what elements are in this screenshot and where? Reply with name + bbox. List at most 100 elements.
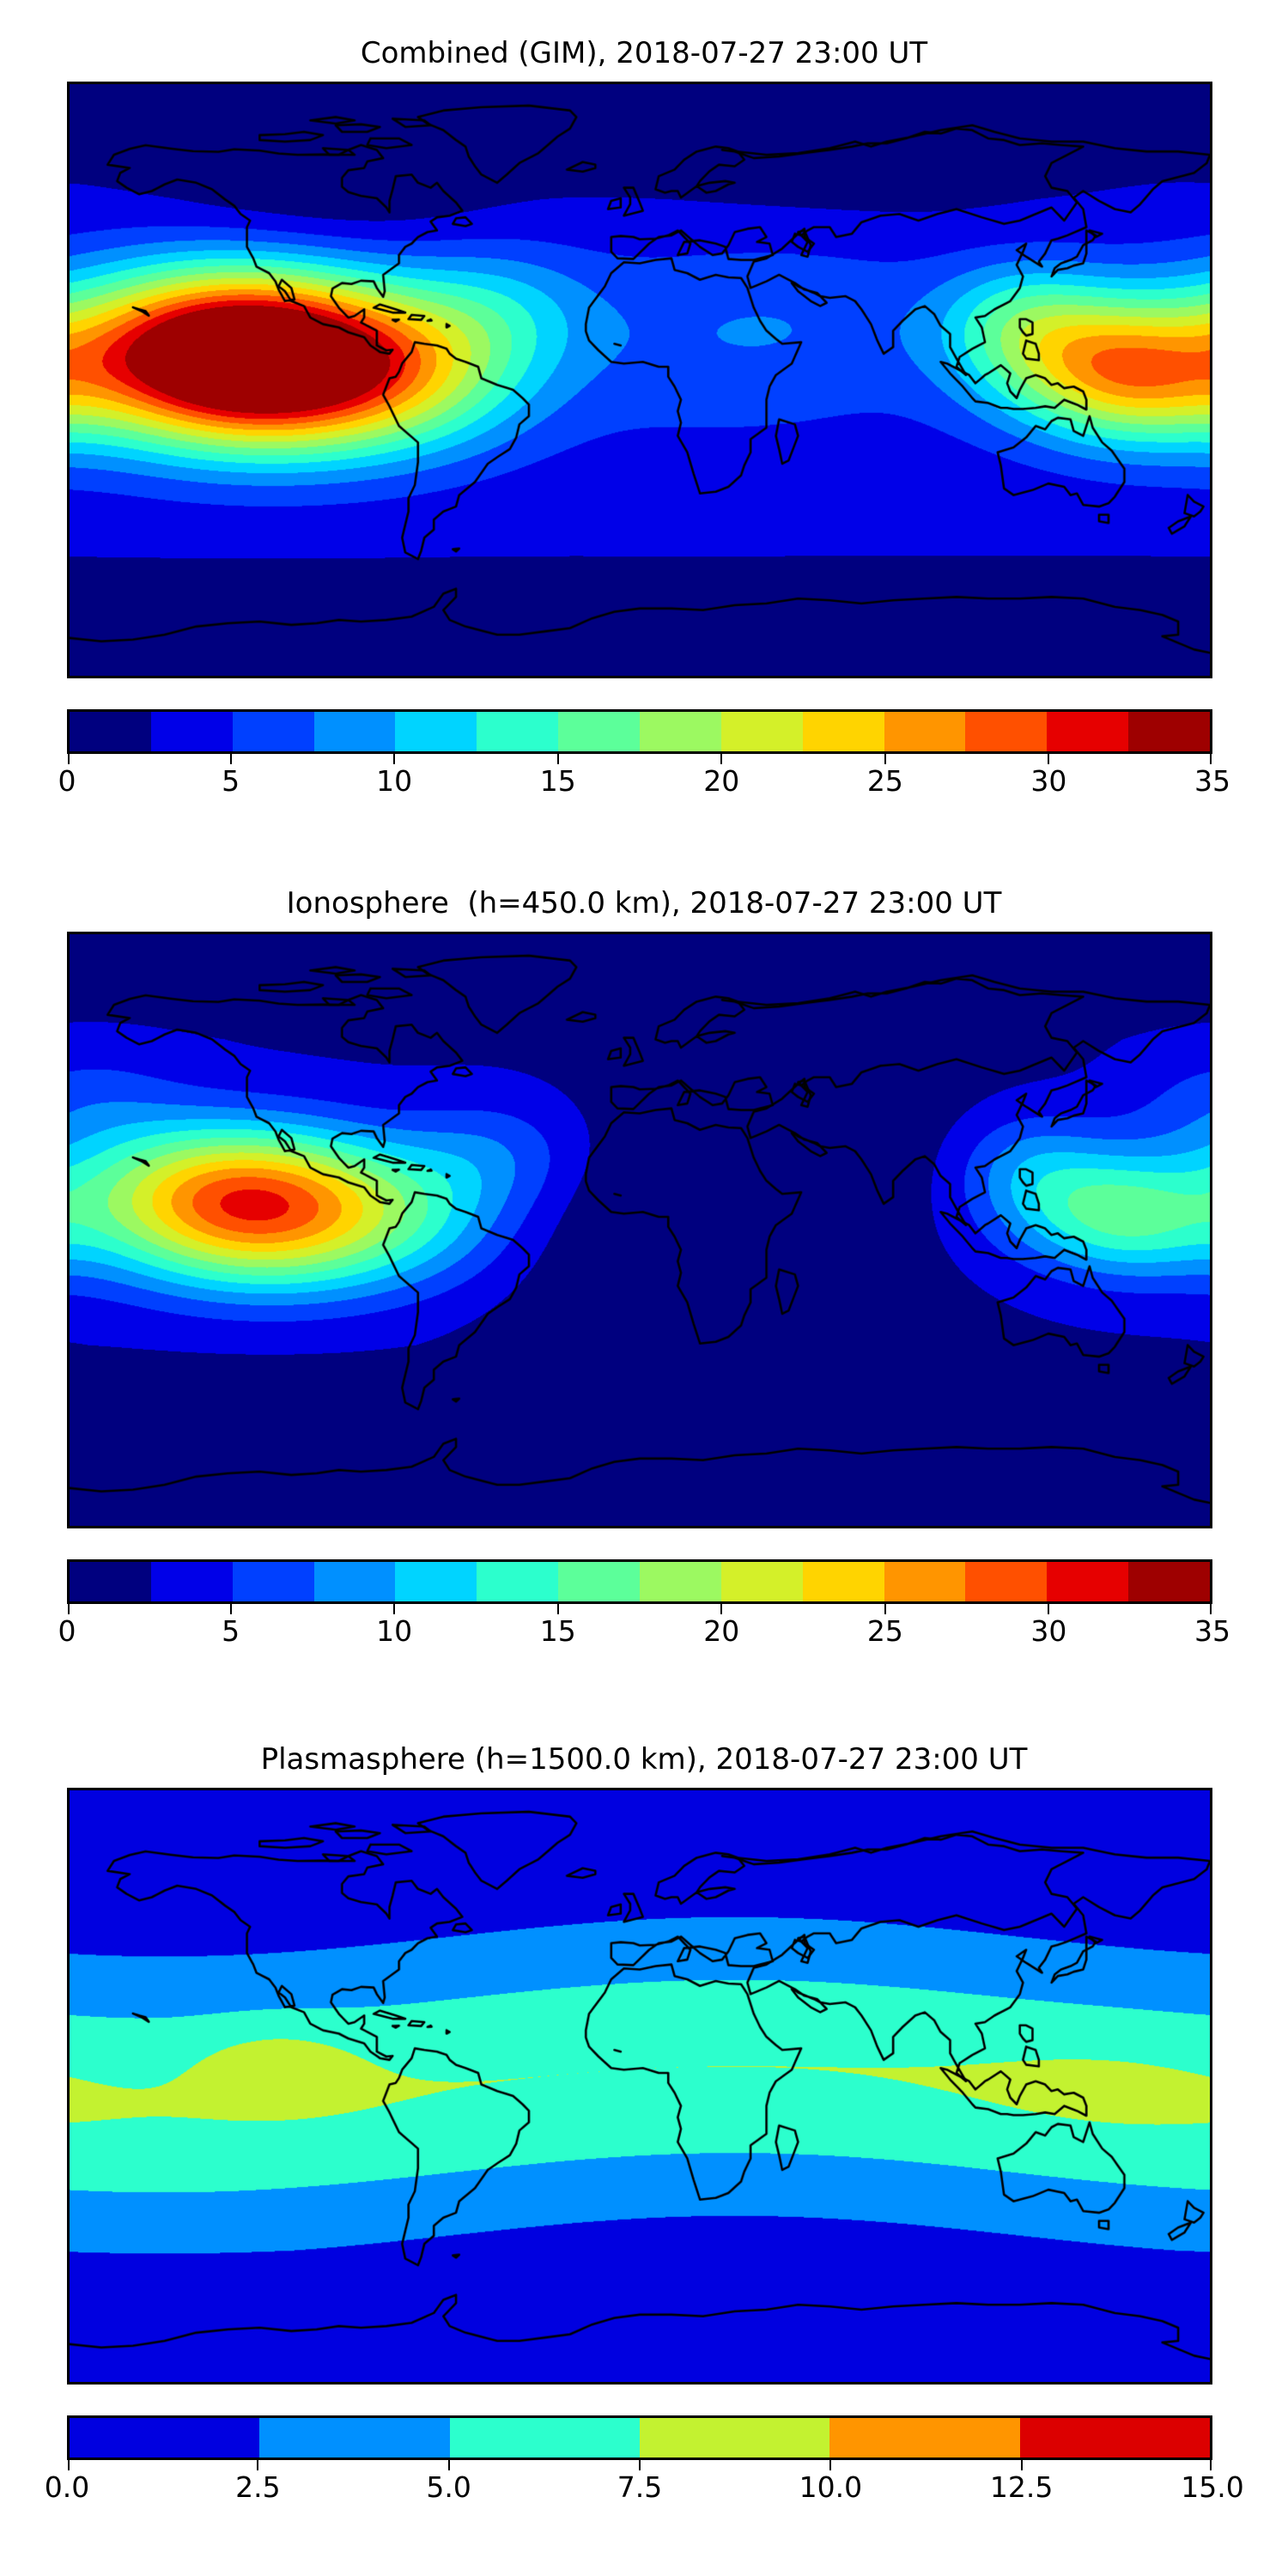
map-combined-gim — [67, 82, 1212, 678]
colorbar-tickmark — [229, 754, 232, 764]
colorbar-band-5 — [1019, 2418, 1210, 2458]
colorbar-tickmark — [68, 2460, 70, 2470]
panel-plasmasphere: Plasmasphere (h=1500.0 km), 2018-07-27 2… — [0, 1700, 1288, 2576]
colorbar-tickmark — [68, 754, 70, 764]
colorbar-plasmasphere: 0.0 2.5 5.0 7.5 10.0 12.5 15.0 — [45, 2415, 1244, 2508]
colorbar-band-12 — [1047, 712, 1129, 751]
colorbar-ticks-plasmasphere — [67, 2460, 1212, 2472]
colorbar-band-6 — [558, 712, 641, 751]
colorbar-tickmark — [884, 754, 886, 764]
colorbar-tick-label: 0 — [58, 1614, 76, 1648]
colorbar-strip-ionosphere — [67, 1559, 1212, 1604]
colorbar-tickmark — [720, 1604, 723, 1614]
colorbar-ionosphere: 0 5 10 15 20 25 30 35 — [58, 1559, 1231, 1652]
colorbar-tickmark — [68, 1604, 70, 1614]
panel-title-plasmasphere: Plasmasphere (h=1500.0 km), 2018-07-27 2… — [260, 1742, 1028, 1777]
colorbar-tick-label: 20 — [703, 1614, 740, 1648]
colorbar-tickmark — [884, 1604, 886, 1614]
colorbar-band-5 — [477, 1562, 559, 1601]
colorbar-tickmark — [447, 2460, 450, 2470]
colorbar-band-6 — [558, 1562, 641, 1601]
colorbar-band-13 — [1128, 712, 1210, 751]
colorbar-combined-gim: 0 5 10 15 20 25 30 35 — [58, 709, 1231, 802]
colorbar-tick-label: 5 — [222, 764, 240, 798]
colorbar-band-1 — [150, 712, 233, 751]
colorbar-ticks-combined-gim — [67, 754, 1212, 766]
colorbar-tickmark — [556, 754, 559, 764]
colorbar-tickmark — [1210, 1604, 1212, 1614]
colorbar-band-2 — [232, 1562, 314, 1601]
colorbar-band-0 — [70, 2418, 260, 2458]
colorbar-tickmark — [720, 754, 723, 764]
colorbar-band-11 — [965, 712, 1048, 751]
panel-title-combined-gim: Combined (GIM), 2018-07-27 23:00 UT — [360, 36, 928, 70]
colorbar-tick-label: 10.0 — [799, 2470, 863, 2504]
colorbar-band-12 — [1047, 1562, 1129, 1601]
colorbar-tickmark — [393, 1604, 396, 1614]
colorbar-tick-label: 0.0 — [44, 2470, 90, 2504]
map-plasmasphere — [67, 1788, 1212, 2385]
colorbar-band-4 — [395, 712, 477, 751]
colorbar-band-8 — [720, 1562, 803, 1601]
colorbar-band-1 — [150, 1562, 233, 1601]
colorbar-band-1 — [259, 2418, 450, 2458]
colorbar-band-0 — [70, 712, 151, 751]
colorbar-band-0 — [70, 1562, 151, 1601]
colorbar-tick-label: 15 — [539, 764, 576, 798]
colorbar-tickmark — [829, 2460, 832, 2470]
colorbar-tick-label: 30 — [1030, 1614, 1067, 1648]
colorbar-tick-label: 0 — [58, 764, 76, 798]
map-canvas-plasmasphere — [70, 1790, 1210, 2382]
colorbar-band-5 — [477, 712, 559, 751]
colorbar-strip-combined-gim — [67, 709, 1212, 754]
colorbar-band-11 — [965, 1562, 1048, 1601]
map-ionosphere — [67, 932, 1212, 1528]
colorbar-tick-label: 15.0 — [1181, 2470, 1244, 2504]
colorbar-tick-label: 12.5 — [989, 2470, 1054, 2504]
colorbar-tick-label: 10 — [376, 1614, 413, 1648]
colorbar-labels-plasmasphere: 0.0 2.5 5.0 7.5 10.0 12.5 15.0 — [45, 2470, 1244, 2508]
panel-ionosphere: Ionosphere (h=450.0 km), 2018-07-27 23:0… — [0, 850, 1288, 1709]
colorbar-tickmark — [1210, 754, 1212, 764]
colorbar-tick-label: 2.5 — [235, 2470, 281, 2504]
panel-combined-gim: Combined (GIM), 2018-07-27 23:00 UT 0 5 10… — [0, 0, 1288, 859]
panel-title-ionosphere: Ionosphere (h=450.0 km), 2018-07-27 23:0… — [286, 886, 1002, 920]
colorbar-tickmark — [1048, 754, 1050, 764]
colorbar-tickmark — [1210, 2460, 1212, 2470]
colorbar-band-3 — [313, 1562, 396, 1601]
colorbar-tickmark — [1048, 1604, 1050, 1614]
map-canvas-ionosphere — [70, 934, 1210, 1526]
colorbar-tick-label: 10 — [376, 764, 413, 798]
colorbar-band-10 — [884, 1562, 966, 1601]
colorbar-band-3 — [313, 712, 396, 751]
colorbar-band-3 — [639, 2418, 830, 2458]
colorbar-band-2 — [449, 2418, 640, 2458]
colorbar-tickmark — [556, 1604, 559, 1614]
colorbar-tick-label: 35 — [1194, 764, 1230, 798]
map-canvas-combined-gim — [70, 84, 1210, 676]
colorbar-band-8 — [720, 712, 803, 751]
colorbar-band-4 — [829, 2418, 1020, 2458]
colorbar-band-13 — [1128, 1562, 1210, 1601]
colorbar-tick-label: 25 — [866, 764, 903, 798]
colorbar-tick-label: 15 — [539, 1614, 576, 1648]
colorbar-tickmark — [229, 1604, 232, 1614]
colorbar-band-10 — [884, 712, 966, 751]
colorbar-tickmark — [639, 2460, 641, 2470]
colorbar-band-7 — [640, 1562, 721, 1601]
colorbar-tick-label: 5 — [222, 1614, 240, 1648]
colorbar-tick-label: 25 — [866, 1614, 903, 1648]
colorbar-tickmark — [393, 754, 396, 764]
colorbar-band-9 — [802, 712, 884, 751]
colorbar-tick-label: 7.5 — [617, 2470, 663, 2504]
colorbar-labels-ionosphere: 0 5 10 15 20 25 30 35 — [58, 1614, 1231, 1652]
colorbar-labels-combined-gim: 0 5 10 15 20 25 30 35 — [58, 764, 1231, 802]
colorbar-tickmark — [1020, 2460, 1023, 2470]
colorbar-tickmark — [257, 2460, 259, 2470]
colorbar-ticks-ionosphere — [67, 1604, 1212, 1616]
colorbar-tick-label: 30 — [1030, 764, 1067, 798]
colorbar-tick-label: 20 — [703, 764, 740, 798]
colorbar-tick-label: 35 — [1194, 1614, 1230, 1648]
colorbar-band-7 — [640, 712, 721, 751]
